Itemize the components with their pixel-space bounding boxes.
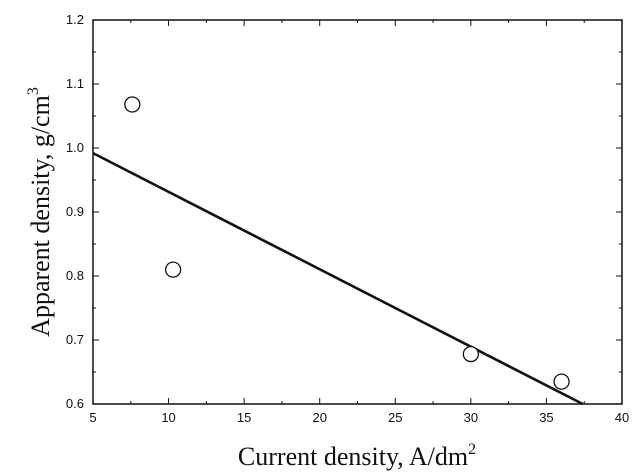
x-axis-title-superscript: 2 [468,441,476,458]
series-layer [92,96,584,406]
plot-area [92,19,623,405]
y-tick-label: 0.9 [66,204,84,219]
data-point [553,373,570,390]
y-tick-label: 0.6 [66,396,84,411]
y-tick-label: 1.2 [66,12,84,27]
x-tick-label: 5 [89,410,96,425]
x-tick-label: 30 [464,410,478,425]
x-tick-label: 35 [539,410,553,425]
y-axis-title: Apparent density, g/cm3 [25,87,55,337]
x-axis-ticks: 5 10 15 20 25 30 35 40 [89,20,629,425]
y-axis-title-main: Apparent density, g/cm [26,95,55,337]
y-tick-label: 0.8 [66,268,84,283]
y-axis-ticks: 0.6 0.7 0.8 0.9 1.0 1.1 1.2 [66,12,622,411]
trend-line [92,151,584,406]
x-axis-title-main: Current density, A/dm [238,442,468,471]
x-axis-title: Current density, A/dm2 [238,441,476,471]
data-point [124,96,141,113]
x-tick-label: 40 [615,410,629,425]
x-tick-label: 10 [161,410,175,425]
data-point [462,345,480,363]
x-tick-label: 25 [388,410,402,425]
x-tick-label: 20 [312,410,326,425]
x-tick-label: 15 [237,410,251,425]
y-axis-title-superscript: 3 [25,87,42,95]
data-point [164,261,182,278]
y-tick-label: 1.1 [66,76,84,91]
y-tick-label: 0.7 [66,332,84,347]
y-tick-label: 1.0 [66,140,84,155]
